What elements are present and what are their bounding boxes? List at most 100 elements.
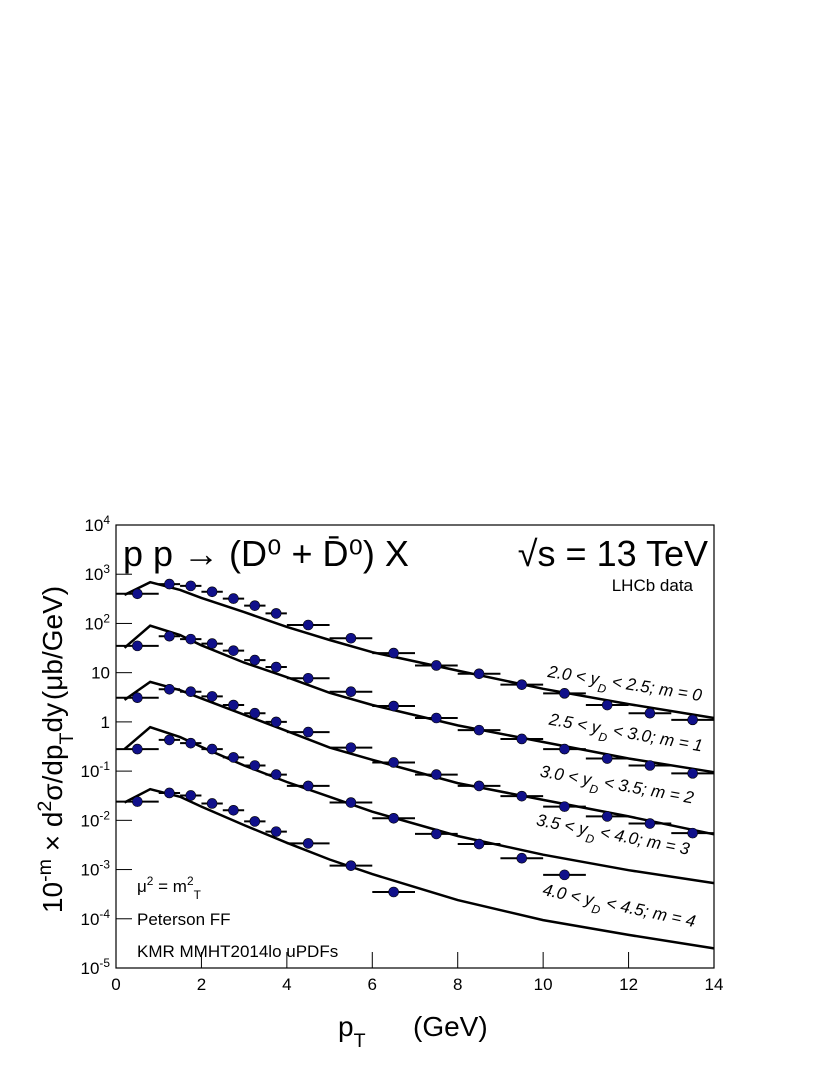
y-tick-label: 10: [91, 664, 110, 683]
theory-curve: [123, 580, 715, 720]
data-point: [431, 660, 442, 671]
data-point: [559, 743, 570, 755]
data-point: [249, 760, 261, 771]
annotation: Peterson FF: [137, 910, 231, 929]
data-point: [388, 757, 399, 768]
data-point: [345, 797, 357, 808]
y-tick-label: 10-4: [81, 907, 111, 929]
plot-area: [116, 578, 715, 950]
y-axis-unit: (μb/GeV): [37, 586, 68, 700]
y-tick-exp: -2: [99, 808, 110, 822]
data-point: [559, 869, 570, 881]
text-part: KMR MMHT2014lo uPDFs: [137, 942, 338, 961]
y-tick-base: 10: [91, 664, 110, 683]
theory-curve: [123, 624, 715, 774]
annotation: μ2 = m2T: [137, 874, 201, 902]
x-tick-label: 6: [368, 975, 377, 994]
data-point: [185, 686, 197, 698]
data-point: [302, 619, 314, 631]
y-tick-label: 10-5: [81, 956, 111, 978]
data-point: [345, 632, 357, 644]
y-tick-label: 104: [84, 513, 110, 535]
y-tick-label: 102: [84, 611, 110, 633]
data-point: [132, 743, 143, 755]
x-tick-label: 4: [282, 975, 291, 994]
subscript: T: [354, 1030, 366, 1052]
y-tick-exp: 3: [103, 562, 110, 576]
data-point: [164, 683, 175, 695]
data-point: [249, 600, 261, 611]
y-tick-exp: 4: [103, 513, 110, 527]
y-tick-base: 10: [81, 959, 100, 978]
data-point: [388, 812, 399, 824]
data-point: [164, 787, 175, 799]
x-axis-label: pT: [338, 1011, 366, 1052]
y-tick-label: 10-1: [81, 759, 111, 781]
y-axis-label: 10-m × d2σ/dpTdy: [34, 703, 78, 913]
subscript: T: [194, 888, 201, 902]
frame: [115, 524, 715, 969]
data-point: [388, 647, 399, 659]
y-tick-base: 10: [84, 565, 103, 584]
data-point: [132, 796, 143, 807]
data-point: [345, 742, 357, 753]
superscript: 2: [187, 874, 194, 888]
y-tick-exp: 2: [103, 611, 110, 625]
data-point: [270, 716, 282, 728]
subscript: D: [596, 681, 607, 696]
data-point: [302, 672, 314, 684]
text-part: p: [338, 1011, 354, 1042]
data-point: [687, 714, 698, 726]
data-point: [473, 838, 485, 850]
data-point: [164, 630, 175, 642]
x-tick-label: 14: [705, 975, 724, 994]
x-axis-unit: (GeV): [413, 1011, 488, 1042]
data-point: [206, 586, 218, 598]
data-point: [559, 688, 570, 699]
y-tick-exp: -4: [99, 907, 110, 921]
data-point: [185, 737, 197, 749]
data-point: [644, 707, 656, 719]
y-tick-exp: -3: [99, 858, 110, 872]
data-point: [473, 724, 485, 736]
text-part: 10: [37, 882, 68, 913]
data-point: [516, 679, 528, 690]
data-point: [164, 734, 175, 746]
text-part: × d: [37, 812, 68, 859]
data-point: [228, 804, 239, 816]
y-tick-label: 10-2: [81, 808, 111, 830]
y-tick-base: 1: [101, 713, 110, 732]
data-point: [687, 768, 698, 779]
text-part: μ: [137, 877, 147, 896]
data-point: [270, 826, 282, 837]
data-point: [601, 753, 613, 764]
theory-curve: [123, 787, 715, 950]
subscript: D: [590, 902, 602, 918]
data-point: [164, 578, 175, 590]
data-point: [516, 733, 528, 745]
superscript: 2: [34, 801, 56, 812]
data-point: [206, 691, 218, 702]
data-point: [431, 769, 442, 780]
y-tick-base: 10: [81, 861, 100, 880]
superscript: -m: [34, 859, 56, 882]
subscript: D: [597, 729, 608, 744]
data-point: [270, 661, 282, 673]
x-tick-label: 12: [619, 975, 638, 994]
chart-title: p p → (D⁰ + D̄⁰) X: [123, 533, 409, 574]
y-tick-base: 10: [81, 910, 100, 929]
data-point: [559, 801, 570, 812]
data-point: [206, 638, 218, 649]
superscript: 2: [147, 874, 154, 888]
data-point: [228, 645, 239, 656]
data-point: [473, 780, 485, 792]
data-point: [132, 692, 143, 704]
y-tick-base: 10: [81, 811, 100, 830]
text-part: σ/dp: [37, 744, 68, 800]
x-tick-label: 8: [453, 975, 462, 994]
data-point: [132, 640, 143, 652]
y-tick-label: 1: [101, 713, 110, 732]
y-tick-base: 10: [81, 762, 100, 781]
data-point: [644, 760, 656, 771]
